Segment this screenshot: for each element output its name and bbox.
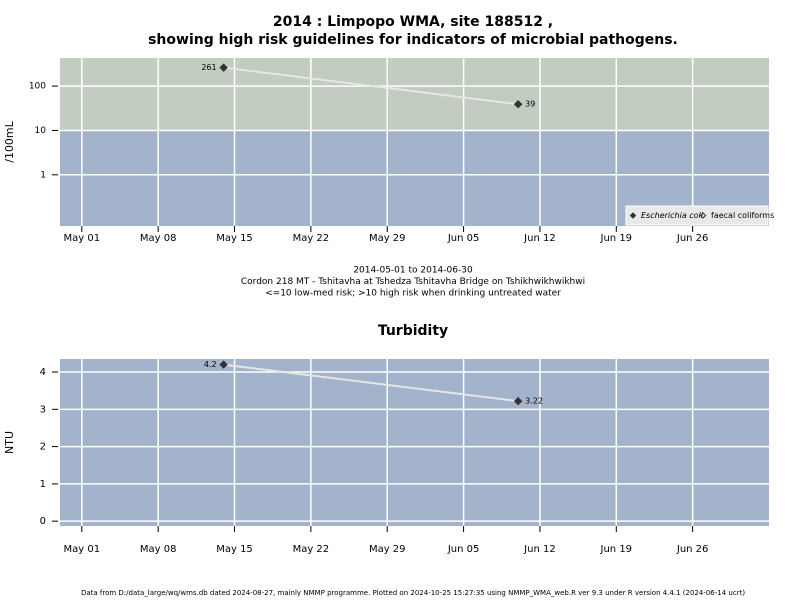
- series-line: [223, 363, 519, 403]
- value-label: 39: [525, 100, 535, 109]
- data-point: [513, 100, 523, 109]
- x-tick-label: May 15: [216, 544, 253, 555]
- caption: <=10 low-med risk; >10 high risk when dr…: [265, 289, 561, 299]
- y-tick-label: 100: [29, 82, 46, 92]
- y-axis-label: /100mL: [3, 120, 16, 162]
- x-tick-label: Jun 12: [523, 544, 556, 555]
- x-tick-label: May 08: [140, 544, 177, 555]
- data-point: [219, 63, 228, 72]
- y-tick-label: 10: [35, 126, 47, 136]
- chart-subtitle: showing high risk guidelines for indicat…: [148, 32, 678, 48]
- legend: [625, 205, 769, 226]
- x-tick-label: Jun 05: [447, 544, 480, 555]
- x-tick-label: May 08: [140, 233, 177, 244]
- data-point: [219, 360, 228, 369]
- x-tick-label: Jun 12: [523, 233, 556, 244]
- y-axis-label: NTU: [3, 431, 16, 454]
- x-tick-label: Jun 26: [676, 544, 709, 555]
- x-tick-label: May 01: [64, 544, 101, 555]
- legend-marker: [629, 212, 637, 219]
- y-tick-label: 3: [40, 404, 46, 415]
- high-risk-band: [60, 58, 769, 131]
- value-label: 4.2: [204, 360, 217, 369]
- x-tick-label: Jun 19: [600, 233, 633, 244]
- x-tick-label: Jun 05: [447, 233, 480, 244]
- x-tick-label: May 01: [64, 233, 101, 244]
- y-tick-label: 0: [40, 516, 46, 527]
- legend-label: Escherichia coli: [641, 211, 704, 220]
- x-tick-label: May 29: [369, 544, 406, 555]
- x-tick-label: May 29: [369, 233, 406, 244]
- y-tick-label: 4: [40, 367, 46, 378]
- caption: 2014-05-01 to 2014-06-30: [353, 266, 473, 276]
- chart-title: Turbidity: [378, 323, 448, 339]
- y-tick-label: 1: [40, 170, 46, 180]
- caption: Cordon 218 MT - Tshitavha at Tshedza Tsh…: [241, 277, 585, 287]
- plot-background: [60, 359, 769, 526]
- chart-title: 2014 : Limpopo WMA, site 188512 ,: [273, 14, 553, 30]
- x-tick-label: Jun 26: [676, 233, 709, 244]
- value-label: 3.22: [525, 397, 543, 406]
- value-label: 261: [201, 63, 216, 72]
- x-tick-label: Jun 19: [600, 544, 633, 555]
- x-tick-label: May 22: [293, 544, 330, 555]
- y-tick-label: 1: [40, 479, 46, 490]
- x-tick-label: May 15: [216, 233, 253, 244]
- footer: Data from D:/data_large/wq/wms.db dated …: [81, 589, 745, 597]
- legend-marker: [699, 212, 707, 219]
- series-line: [223, 66, 519, 106]
- x-tick-label: May 22: [293, 233, 330, 244]
- legend-label: faecal coliforms: [711, 211, 774, 220]
- data-point: [513, 396, 523, 406]
- y-tick-label: 2: [40, 442, 46, 453]
